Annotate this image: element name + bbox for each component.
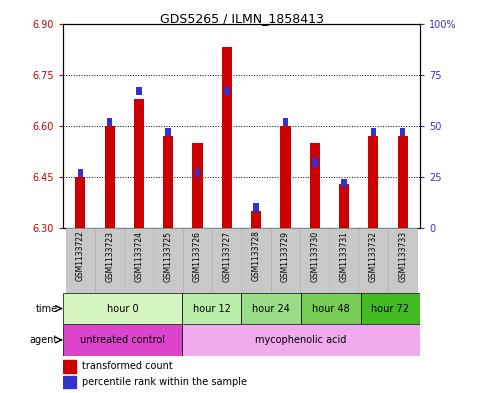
FancyBboxPatch shape xyxy=(361,293,420,324)
Bar xyxy=(136,87,142,95)
Text: hour 72: hour 72 xyxy=(371,303,410,314)
Text: GSM1133733: GSM1133733 xyxy=(398,231,407,282)
FancyBboxPatch shape xyxy=(359,228,388,293)
FancyBboxPatch shape xyxy=(63,324,182,356)
FancyBboxPatch shape xyxy=(66,228,95,293)
Text: transformed count: transformed count xyxy=(82,361,173,371)
Bar xyxy=(280,126,291,228)
FancyBboxPatch shape xyxy=(182,324,420,356)
Text: GSM1133731: GSM1133731 xyxy=(340,231,349,281)
Bar xyxy=(310,143,320,228)
FancyBboxPatch shape xyxy=(271,228,300,293)
Bar xyxy=(222,48,232,228)
FancyBboxPatch shape xyxy=(63,293,182,324)
Text: untreated control: untreated control xyxy=(80,335,165,345)
Bar xyxy=(63,360,76,373)
Text: GSM1133724: GSM1133724 xyxy=(134,231,143,281)
Bar xyxy=(166,128,171,136)
FancyBboxPatch shape xyxy=(183,228,212,293)
Bar xyxy=(63,376,76,388)
FancyBboxPatch shape xyxy=(388,228,417,293)
Bar xyxy=(400,128,405,136)
Bar xyxy=(251,211,261,228)
Text: GSM1133723: GSM1133723 xyxy=(105,231,114,281)
FancyBboxPatch shape xyxy=(95,228,124,293)
Bar xyxy=(104,126,115,228)
Bar xyxy=(192,143,203,228)
Text: GSM1133727: GSM1133727 xyxy=(222,231,231,281)
Bar xyxy=(368,136,379,228)
Bar xyxy=(283,118,288,126)
Text: GSM1133728: GSM1133728 xyxy=(252,231,261,281)
FancyBboxPatch shape xyxy=(154,228,183,293)
FancyBboxPatch shape xyxy=(213,228,241,293)
Bar xyxy=(134,99,144,228)
FancyBboxPatch shape xyxy=(182,293,242,324)
Bar xyxy=(75,177,85,228)
Text: mycophenolic acid: mycophenolic acid xyxy=(256,335,347,345)
Bar xyxy=(163,136,173,228)
Text: hour 0: hour 0 xyxy=(107,303,138,314)
FancyBboxPatch shape xyxy=(125,228,153,293)
Text: agent: agent xyxy=(30,335,58,345)
Text: GSM1133722: GSM1133722 xyxy=(76,231,85,281)
Text: GSM1133729: GSM1133729 xyxy=(281,231,290,281)
Text: percentile rank within the sample: percentile rank within the sample xyxy=(82,377,247,387)
Bar xyxy=(370,128,376,136)
Text: time: time xyxy=(36,303,58,314)
Bar xyxy=(339,184,349,228)
Bar xyxy=(312,158,317,167)
Text: GDS5265 / ILMN_1858413: GDS5265 / ILMN_1858413 xyxy=(159,12,324,25)
Text: GSM1133732: GSM1133732 xyxy=(369,231,378,281)
Text: hour 48: hour 48 xyxy=(312,303,350,314)
Text: GSM1133725: GSM1133725 xyxy=(164,231,173,281)
FancyBboxPatch shape xyxy=(242,293,301,324)
Bar xyxy=(341,179,347,187)
Text: hour 12: hour 12 xyxy=(193,303,231,314)
Bar xyxy=(224,87,230,95)
Text: hour 24: hour 24 xyxy=(252,303,290,314)
FancyBboxPatch shape xyxy=(330,228,358,293)
Bar xyxy=(78,169,83,177)
Text: GSM1133726: GSM1133726 xyxy=(193,231,202,281)
Bar xyxy=(253,204,259,211)
Text: GSM1133730: GSM1133730 xyxy=(310,231,319,282)
FancyBboxPatch shape xyxy=(301,293,361,324)
Bar xyxy=(398,136,408,228)
Bar xyxy=(195,169,200,177)
FancyBboxPatch shape xyxy=(300,228,329,293)
FancyBboxPatch shape xyxy=(242,228,270,293)
Bar xyxy=(107,118,113,126)
